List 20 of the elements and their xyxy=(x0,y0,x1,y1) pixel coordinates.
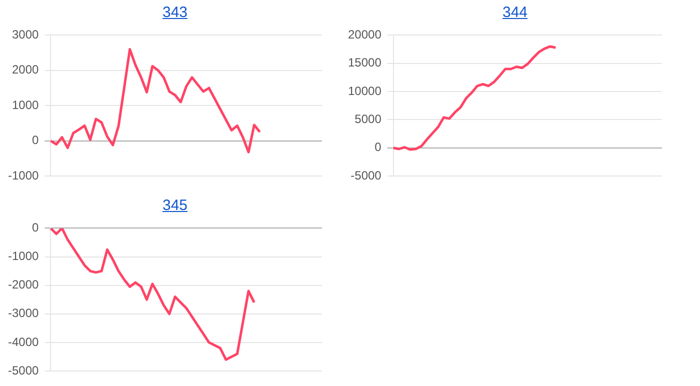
y-tick-label: -4000 xyxy=(8,334,40,349)
y-tick-label: -1000 xyxy=(8,168,40,182)
y-tick-label: 2000 xyxy=(12,62,40,77)
y-tick-label: 0 xyxy=(32,220,40,235)
y-tick-label: -5000 xyxy=(350,168,382,182)
y-tick-label: -5000 xyxy=(8,363,40,378)
chart-title: 345 xyxy=(162,197,188,214)
y-tick-label: 5000 xyxy=(354,112,382,126)
chart-title: 343 xyxy=(162,4,188,21)
y-tick-label: 20000 xyxy=(348,28,382,42)
chart-title: 344 xyxy=(502,4,528,21)
y-tick-label: 10000 xyxy=(348,84,382,98)
y-tick-label: -2000 xyxy=(8,278,40,292)
y-tick-label: 3000 xyxy=(12,28,40,42)
y-tick-label: 1000 xyxy=(12,98,40,112)
y-tick-label: 0 xyxy=(32,133,40,148)
y-tick-label: 0 xyxy=(374,140,382,154)
y-tick-label: -3000 xyxy=(8,306,40,320)
y-tick-label: 15000 xyxy=(348,56,382,70)
y-tick-label: -1000 xyxy=(8,249,40,264)
